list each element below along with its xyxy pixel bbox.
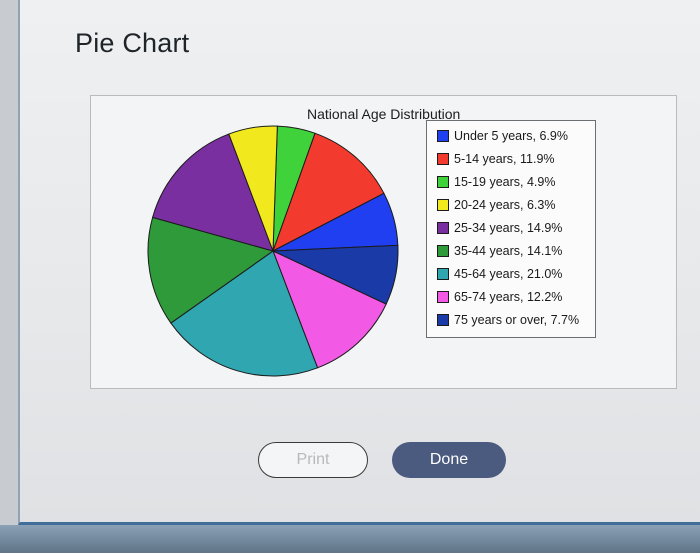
legend-swatch bbox=[437, 245, 449, 257]
legend-entry: 65-74 years, 12.2% bbox=[437, 286, 562, 308]
legend-entry: 25-34 years, 14.9% bbox=[437, 217, 562, 239]
page-title: Pie Chart bbox=[75, 28, 190, 58]
legend-swatch bbox=[437, 199, 449, 211]
chart-title: National Age Distribution bbox=[307, 106, 461, 122]
pie-slice bbox=[228, 125, 278, 252]
legend-entry: 5-14 years, 11.9% bbox=[437, 148, 555, 170]
legend-label: 5-14 years, 11.9% bbox=[454, 152, 555, 166]
bezel bbox=[0, 525, 700, 553]
pie-chart bbox=[147, 125, 399, 377]
legend-entry: 45-64 years, 21.0% bbox=[437, 263, 562, 285]
legend-entry: 35-44 years, 14.1% bbox=[437, 240, 562, 262]
legend-entry: 75 years or over, 7.7% bbox=[437, 309, 579, 331]
legend-swatch bbox=[437, 314, 449, 326]
legend-swatch bbox=[437, 176, 449, 188]
legend-label: 65-74 years, 12.2% bbox=[454, 290, 563, 304]
legend-label: 15-19 years, 4.9% bbox=[454, 175, 556, 189]
legend-swatch bbox=[437, 222, 449, 234]
legend-swatch bbox=[437, 153, 449, 165]
legend-label: 45-64 years, 21.0% bbox=[454, 267, 563, 281]
legend-swatch bbox=[437, 291, 449, 303]
legend-entry: 20-24 years, 6.3% bbox=[437, 194, 555, 216]
legend-entry: Under 5 years, 6.9% bbox=[437, 125, 568, 147]
legend-entry: 15-19 years, 4.9% bbox=[437, 171, 555, 193]
pie-slice bbox=[272, 132, 385, 253]
legend: Under 5 years, 6.9% 5-14 years, 11.9% 15-1… bbox=[426, 120, 596, 338]
print-button[interactable]: Print bbox=[258, 442, 368, 478]
legend-label: 35-44 years, 14.1% bbox=[454, 244, 563, 258]
pie-slice bbox=[147, 216, 275, 324]
legend-label: 75 years or over, 7.7% bbox=[454, 313, 580, 327]
legend-swatch bbox=[437, 268, 449, 280]
done-button[interactable]: Done bbox=[392, 442, 506, 478]
legend-swatch bbox=[437, 130, 449, 142]
legend-label: 25-34 years, 14.9% bbox=[454, 221, 563, 235]
screen: Pie Chart National Age Distribution Unde… bbox=[18, 0, 700, 525]
legend-label: 20-24 years, 6.3% bbox=[454, 198, 556, 212]
pie-slice bbox=[170, 250, 319, 377]
pie-slice bbox=[151, 133, 274, 252]
pie-slice bbox=[272, 250, 387, 369]
legend-label: Under 5 years, 6.9% bbox=[454, 129, 568, 143]
